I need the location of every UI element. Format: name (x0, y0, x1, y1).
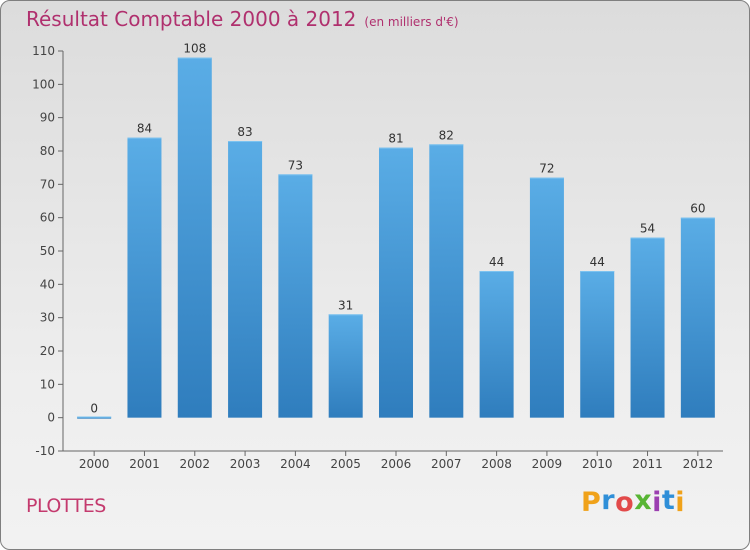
y-tick-label: 70 (40, 177, 55, 191)
logo-letter: i (675, 487, 686, 518)
bar-2008 (479, 271, 514, 418)
x-tick-label: 2003 (230, 457, 261, 471)
bar-label-2007: 82 (439, 128, 454, 142)
logo-letter: i (652, 487, 662, 518)
bar-2003 (228, 141, 263, 418)
bars (77, 57, 715, 419)
x-tick-label: 2006 (381, 457, 412, 471)
bar-label-2010: 44 (590, 255, 605, 269)
y-tick-label: 0 (47, 411, 55, 425)
bar-2011 (630, 237, 665, 418)
chart-title: Résultat Comptable 2000 à 2012 (en millie… (26, 7, 459, 31)
bar-2006 (379, 147, 413, 418)
x-tick-label: 2005 (330, 457, 361, 471)
x-tick-label: 2000 (79, 457, 110, 471)
y-tick-label: 20 (40, 344, 55, 358)
bar-2004 (278, 174, 313, 418)
y-tick-label: 110 (32, 44, 55, 58)
y-tick-label: 60 (40, 211, 55, 225)
bar-label-2002: 108 (183, 42, 206, 56)
bar-label-2009: 72 (539, 162, 554, 176)
bar-2002 (177, 57, 212, 418)
bar-label-2003: 83 (237, 125, 252, 139)
x-tick-label: 2011 (632, 457, 663, 471)
town-name: PLOTTES (26, 495, 106, 517)
bar-label-2008: 44 (489, 255, 504, 269)
bar-label-2011: 54 (640, 222, 655, 236)
chart-subtitle: (en milliers d'€) (364, 15, 459, 29)
bar-2005 (328, 314, 363, 418)
bar-2010 (580, 271, 615, 418)
x-tick-label: 2001 (129, 457, 160, 471)
x-tick-label: 2012 (683, 457, 714, 471)
y-tick-label: 10 (40, 377, 55, 391)
logo-letter: x (634, 485, 653, 516)
bar-2007 (429, 144, 464, 418)
bar-2001 (127, 137, 162, 418)
x-tick-label: 2010 (582, 457, 613, 471)
bar-label-2000: 0 (90, 402, 98, 416)
bar-label-2005: 31 (338, 298, 353, 312)
y-tick-label: 90 (40, 111, 55, 125)
x-axis: 2000 2001 2002 2003 2004 2005 2006 2007 2008 2009… (63, 450, 723, 471)
bar-2012 (680, 217, 715, 418)
x-tick-label: 2008 (481, 457, 512, 471)
proxiti-logo[interactable]: Proxiti (581, 485, 686, 518)
y-tick-label: 40 (40, 277, 55, 291)
y-tick-label: 50 (40, 244, 55, 258)
bar-2009 (529, 177, 564, 418)
y-tick-label: 80 (40, 144, 55, 158)
bar-label-2012: 60 (690, 202, 705, 216)
y-axis: -10 0 10 20 30 40 50 60 70 80 90 100 110 (32, 44, 64, 458)
y-tick-label: 30 (40, 311, 55, 325)
y-tick-label: -10 (35, 444, 55, 458)
x-tick-label: 2002 (179, 457, 210, 471)
logo-letter: r (601, 485, 616, 516)
logo-letter: o (615, 487, 635, 518)
chart-title-text: Résultat Comptable 2000 à 2012 (26, 7, 357, 31)
bar-label-2001: 84 (137, 122, 152, 136)
y-tick-label: 100 (32, 77, 55, 91)
logo-letter: t (661, 485, 676, 516)
x-tick-label: 2007 (431, 457, 462, 471)
bar-label-2004: 73 (288, 158, 303, 172)
bar-labels: 0 84 108 83 73 31 81 82 44 72 44 54 60 (90, 42, 705, 416)
logo-letter: P (581, 487, 602, 518)
x-tick-label: 2009 (532, 457, 563, 471)
x-tick-label: 2004 (280, 457, 311, 471)
bar-label-2006: 81 (388, 132, 403, 146)
